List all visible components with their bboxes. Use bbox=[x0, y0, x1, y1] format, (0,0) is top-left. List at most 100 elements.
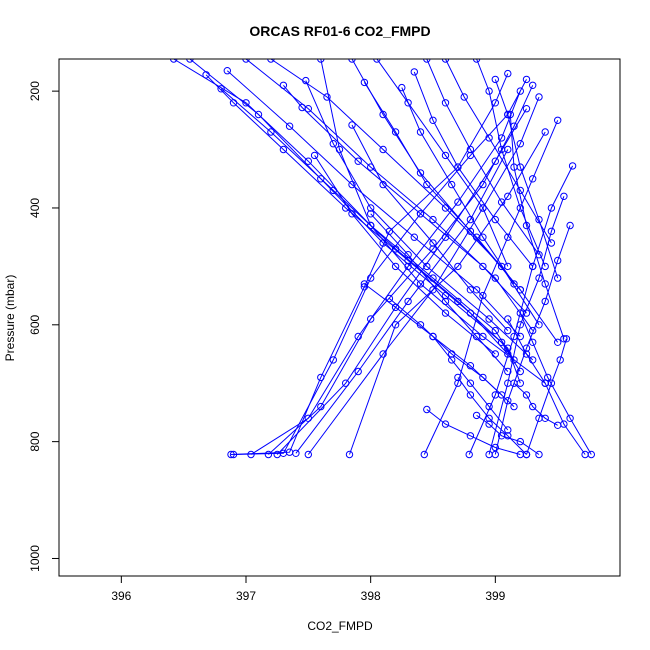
axes: 396 397 398 399 200 400 600 800 1000 bbox=[28, 81, 506, 603]
data-point bbox=[491, 215, 499, 224]
data-point bbox=[504, 426, 512, 434]
data-point bbox=[466, 379, 475, 387]
data-point bbox=[541, 262, 549, 271]
data-point bbox=[273, 450, 281, 459]
series-line bbox=[349, 131, 546, 455]
data-point bbox=[345, 450, 354, 459]
data-point bbox=[497, 432, 506, 440]
data-point bbox=[416, 210, 425, 218]
series-line bbox=[494, 225, 571, 455]
series-line bbox=[476, 414, 540, 455]
data-point bbox=[423, 262, 431, 271]
data-point bbox=[568, 162, 577, 170]
data-point bbox=[348, 210, 356, 218]
data-point bbox=[516, 437, 524, 446]
x-tick-label: 398 bbox=[361, 589, 381, 603]
data-point bbox=[504, 344, 512, 352]
data-point bbox=[416, 169, 425, 177]
data-point bbox=[504, 350, 512, 358]
data-point bbox=[292, 449, 300, 457]
data-point bbox=[491, 75, 499, 84]
series-line bbox=[376, 59, 509, 267]
data-point bbox=[472, 59, 481, 63]
series-line bbox=[457, 377, 527, 455]
y-axis-label: Pressure (mbar) bbox=[3, 275, 17, 362]
data-point bbox=[404, 256, 412, 265]
data-point bbox=[354, 367, 362, 376]
series-line bbox=[488, 196, 565, 455]
data-point bbox=[229, 450, 238, 459]
data-point bbox=[460, 93, 468, 101]
data-point bbox=[491, 450, 499, 459]
data-point bbox=[348, 121, 356, 129]
data-point bbox=[554, 338, 562, 346]
data-point bbox=[522, 309, 531, 317]
data-point bbox=[472, 332, 481, 341]
data-point bbox=[398, 83, 406, 92]
series-line bbox=[351, 124, 509, 331]
data-point bbox=[485, 450, 493, 459]
data-point bbox=[404, 251, 412, 259]
data-point bbox=[304, 157, 312, 165]
data-point bbox=[562, 335, 571, 343]
data-point bbox=[560, 335, 568, 343]
y-tick-label: 1000 bbox=[28, 545, 42, 572]
data-point bbox=[522, 75, 531, 84]
data-point bbox=[410, 68, 418, 76]
data-point bbox=[547, 204, 556, 212]
data-point bbox=[497, 338, 506, 346]
data-point bbox=[170, 59, 178, 63]
data-point bbox=[522, 105, 531, 113]
data-point bbox=[506, 110, 514, 119]
series-line bbox=[432, 336, 509, 431]
series-line bbox=[370, 213, 509, 372]
data-point bbox=[485, 134, 493, 142]
series-line bbox=[173, 59, 515, 361]
data-point bbox=[529, 402, 537, 411]
data-point bbox=[404, 99, 412, 107]
data-point bbox=[466, 286, 475, 294]
data-point bbox=[510, 379, 518, 387]
series-line bbox=[268, 85, 534, 455]
data-point bbox=[367, 221, 375, 230]
series-line bbox=[445, 59, 552, 244]
data-point bbox=[541, 379, 549, 387]
data-point bbox=[329, 140, 337, 148]
data-point bbox=[516, 204, 524, 212]
data-point bbox=[423, 59, 431, 63]
data-point bbox=[298, 103, 306, 112]
data-point bbox=[541, 128, 549, 136]
data-point bbox=[504, 69, 512, 78]
x-axis-label: CO2_FMPD bbox=[307, 619, 373, 633]
data-point bbox=[587, 450, 595, 459]
data-point bbox=[516, 140, 524, 148]
data-point bbox=[202, 71, 210, 79]
y-tick-label: 200 bbox=[28, 81, 42, 101]
data-point bbox=[448, 356, 456, 364]
data-point bbox=[217, 85, 225, 93]
data-point bbox=[404, 297, 412, 306]
data-point bbox=[491, 326, 499, 335]
series-line bbox=[389, 298, 515, 407]
data-point bbox=[535, 450, 543, 459]
data-point bbox=[354, 332, 362, 341]
x-tick-label: 399 bbox=[485, 589, 505, 603]
series-line bbox=[307, 96, 540, 455]
data-point bbox=[504, 192, 512, 201]
data-point bbox=[497, 145, 506, 154]
chart-title: ORCAS RF01-6 CO2_FMPD bbox=[249, 23, 430, 39]
data-point bbox=[448, 180, 456, 189]
data-point bbox=[323, 93, 331, 101]
data-point bbox=[310, 151, 319, 160]
data-point bbox=[429, 215, 437, 224]
data-point bbox=[429, 245, 437, 253]
data-point bbox=[466, 227, 475, 236]
series-line bbox=[494, 79, 559, 279]
data-point bbox=[360, 280, 369, 288]
data-point bbox=[529, 262, 537, 271]
y-tick-label: 400 bbox=[28, 198, 42, 218]
data-point bbox=[317, 59, 325, 63]
data-point bbox=[466, 432, 475, 440]
data-point bbox=[360, 78, 369, 87]
